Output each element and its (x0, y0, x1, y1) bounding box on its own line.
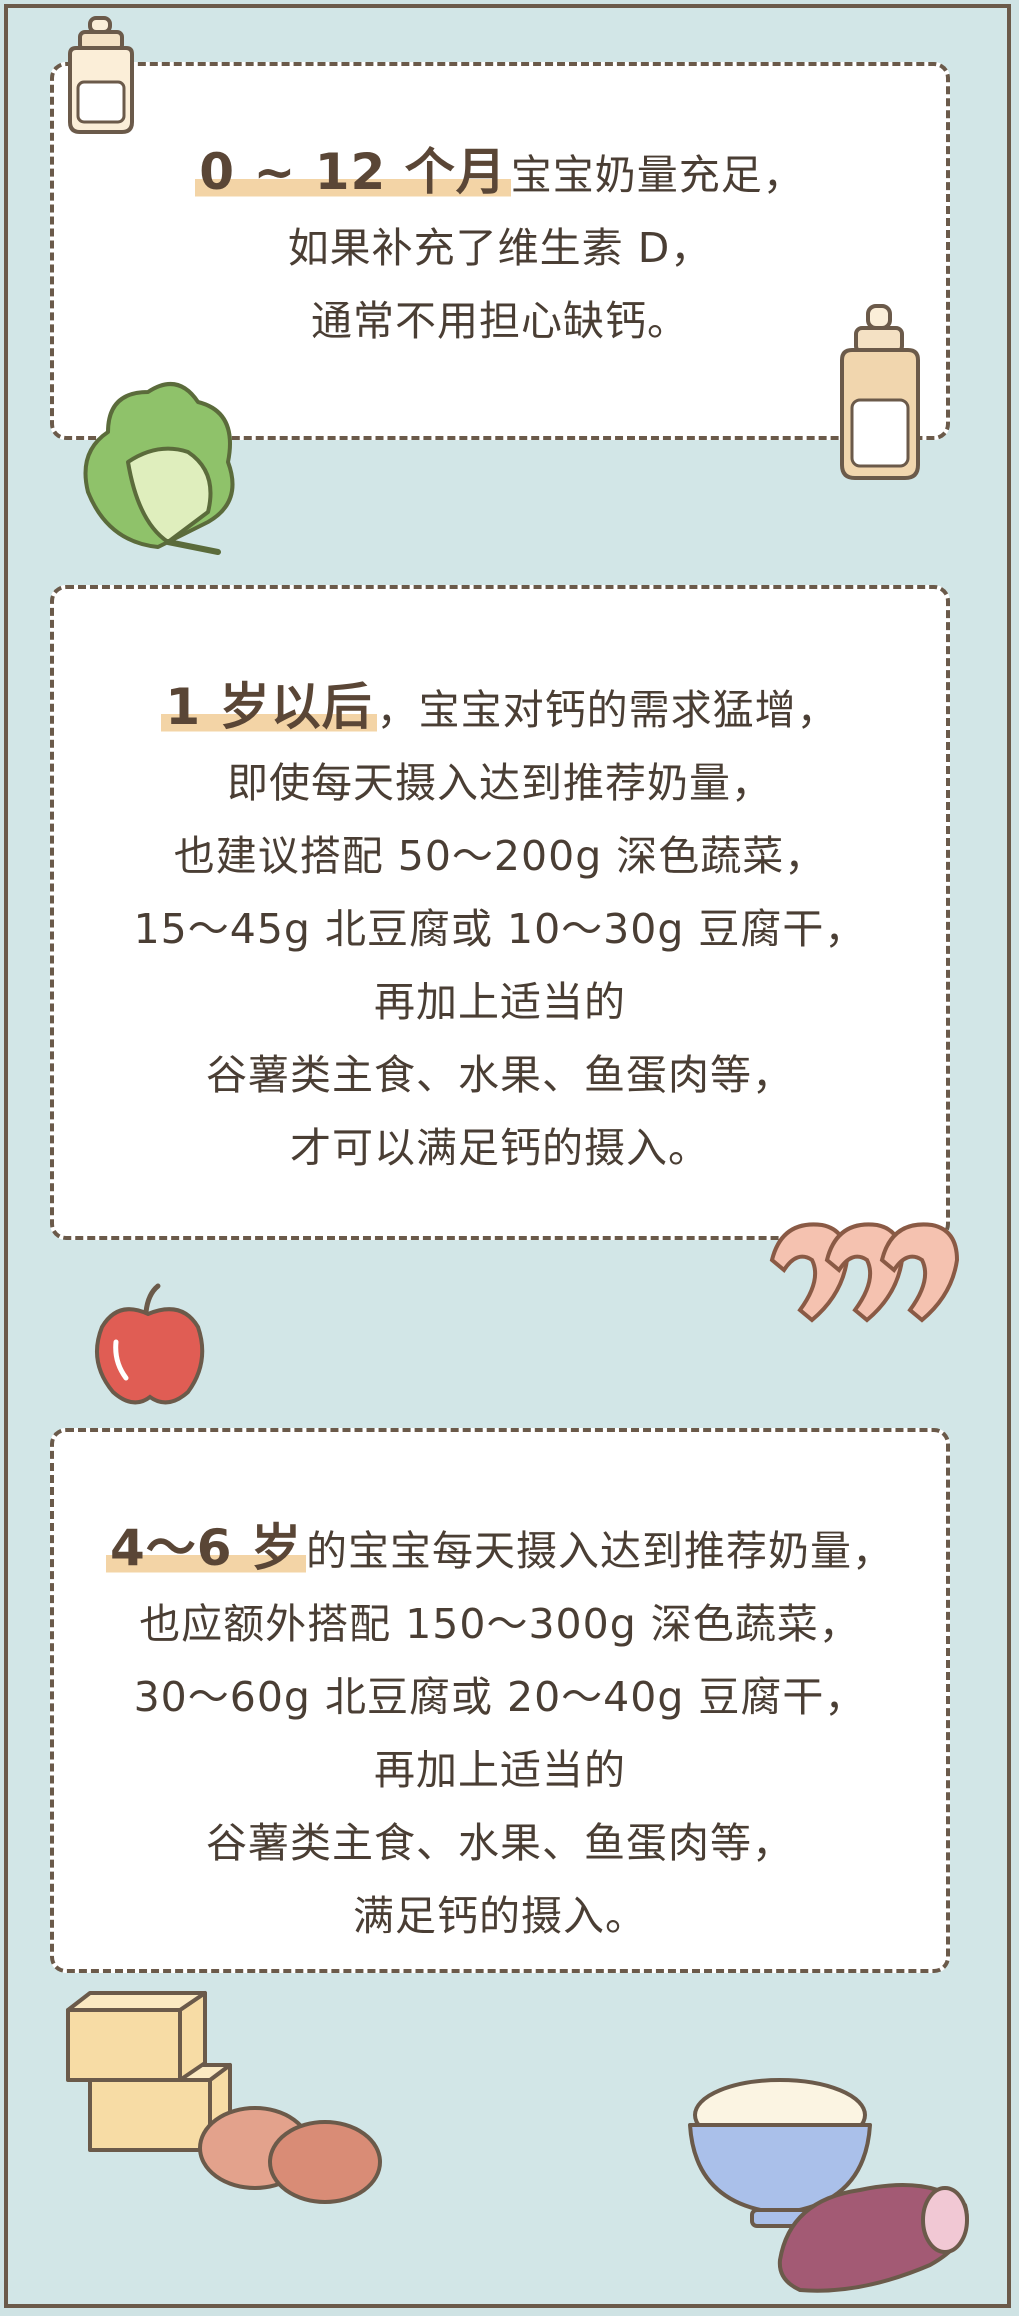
card3-line2: 也应额外搭配 150～300g 深色蔬菜， (139, 1600, 861, 1648)
rice-bowl-icon (688, 2078, 872, 2228)
card1-line3: 通常不用担心缺钙。 (311, 297, 689, 345)
age-highlight: 0 ~ 12 个月 (195, 143, 511, 201)
card2-line4: 15～45g 北豆腐或 10～30g 豆腐干， (133, 905, 867, 953)
sweet-potato-icon (777, 2183, 969, 2293)
card1-line1: 0 ~ 12 个月宝宝奶量充足， (54, 136, 946, 212)
card1-line2: 如果补充了维生素 D， (287, 224, 713, 272)
card3-line4: 再加上适当的 (374, 1746, 626, 1794)
card3-line1: 4～6 岁的宝宝每天摄入达到推荐奶量， (54, 1512, 946, 1588)
age-highlight: 4～6 岁 (106, 1519, 306, 1577)
card3-line5: 谷薯类主食、水果、鱼蛋肉等， (206, 1819, 794, 1867)
shrimp-icon (769, 1222, 960, 1323)
card2-line1: 1 岁以后，宝宝对钙的需求猛增， (54, 671, 946, 747)
info-card-infant: 0 ~ 12 个月宝宝奶量充足， 如果补充了维生素 D， 通常不用担心缺钙。 (50, 62, 950, 440)
lettuce-icon (83, 382, 235, 555)
info-card-toddler: 1 岁以后，宝宝对钙的需求猛增， 即使每天摄入达到推荐奶量， 也建议搭配 50～… (50, 585, 950, 1240)
card2-line7: 才可以满足钙的摄入。 (290, 1124, 710, 1172)
milk-bottle-icon (840, 304, 920, 480)
tofu-icon (66, 1991, 232, 2152)
card2-line6: 谷薯类主食、水果、鱼蛋肉等， (206, 1051, 794, 1099)
milk-bottle-icon (68, 16, 134, 134)
card2-line5: 再加上适当的 (374, 978, 626, 1026)
card3-line3: 30～60g 北豆腐或 20～40g 豆腐干， (133, 1673, 867, 1721)
card3-line6: 满足钙的摄入。 (353, 1892, 647, 1940)
apple-icon (95, 1283, 205, 1405)
info-card-preschool: 4～6 岁的宝宝每天摄入达到推荐奶量， 也应额外搭配 150～300g 深色蔬菜… (50, 1428, 950, 1973)
card2-line2: 即使每天摄入达到推荐奶量， (227, 759, 773, 807)
card2-line3: 也建议搭配 50～200g 深色蔬菜， (173, 832, 827, 880)
age-highlight: 1 岁以后 (161, 678, 377, 736)
egg-icon (198, 2106, 382, 2204)
